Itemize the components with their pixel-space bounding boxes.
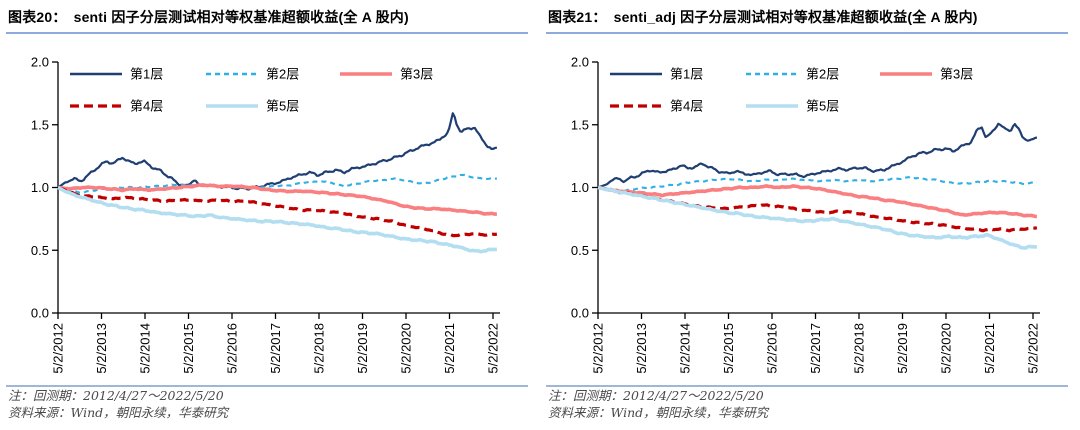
x-tick-label: 5/2/2012: [591, 323, 606, 374]
x-tick-label: 5/2/2017: [808, 323, 823, 374]
x-tick-label: 5/2/2015: [181, 323, 196, 374]
y-tick-label: 1.0: [571, 180, 589, 195]
x-tick-label: 5/2/2012: [51, 323, 66, 374]
y-tick-label: 0.0: [571, 306, 589, 321]
data-source-note: 资料来源：Wind，朝阳永续，华泰研究: [548, 405, 769, 420]
x-tick-label: 5/2/2013: [634, 323, 649, 374]
data-source-note: 资料来源：Wind，朝阳永续，华泰研究: [8, 405, 229, 420]
x-tick-label: 5/2/2019: [895, 323, 910, 374]
y-tick-label: 1.5: [31, 117, 49, 132]
series-line-第5层: [57, 185, 497, 254]
x-tick-label: 5/2/2020: [939, 323, 954, 374]
legend-label: 第1层: [670, 67, 703, 82]
x-tick-label: 5/2/2020: [399, 323, 414, 374]
x-tick-label: 5/2/2022: [1026, 323, 1041, 374]
layered-backtest-chart-senti-adj: 0.0 0.5 1.0 1.5 2.0 5/2/2012 5/2/2013 5/2/2014 5…: [571, 55, 1041, 374]
backtest-period-note: 注：回测期：2012/4/27～2022/5/20: [548, 388, 764, 403]
y-tick-label: 0.0: [31, 306, 49, 321]
x-tick-label: 5/2/2016: [765, 323, 780, 374]
figure-title: 图表20： senti 因子分层测试相对等权基准超额收益(全 A 股内): [6, 5, 528, 34]
series-line-第1层: [57, 112, 498, 191]
x-tick-label: 5/2/2021: [982, 323, 997, 374]
legend-label: 第2层: [266, 67, 299, 82]
legend-label: 第5层: [266, 99, 299, 114]
legend-label: 第4层: [670, 99, 703, 114]
report-figures-row: 图表20： senti 因子分层测试相对等权基准超额收益(全 A 股内) 0.0 0…: [0, 0, 1080, 421]
y-tick-label: 1.0: [31, 180, 49, 195]
y-tick-label: 2.0: [571, 55, 589, 70]
x-tick-label: 5/2/2014: [678, 323, 693, 374]
x-tick-label: 5/2/2017: [268, 323, 283, 374]
legend-label: 第4层: [130, 99, 163, 114]
note-divider: [6, 385, 528, 387]
series-line-第1层: [597, 122, 1038, 189]
series-line-第3层: [57, 183, 498, 216]
figure-title-text: senti 因子分层测试相对等权基准超额收益(全 A 股内): [73, 9, 409, 25]
legend-label: 第5层: [806, 99, 839, 114]
x-tick-label: 5/2/2015: [721, 323, 736, 374]
x-tick-label: 5/2/2022: [486, 323, 501, 374]
x-tick-label: 5/2/2016: [225, 323, 240, 374]
x-tick-label: 5/2/2013: [94, 323, 109, 374]
x-tick-label: 5/2/2021: [442, 323, 457, 374]
layered-backtest-chart-senti: 0.0 0.5 1.0 1.5 2.0 5/2/2012 5/2/2013 5/2/2014 5…: [31, 55, 501, 374]
x-tick-label: 5/2/2014: [138, 323, 153, 374]
legend-label: 第3层: [400, 67, 433, 82]
figure-number-label: 图表20：: [8, 9, 67, 25]
figure-title: 图表21： senti_adj 因子分层测试相对等权基准超额收益(全 A 股内): [546, 5, 1068, 34]
x-tick-label: 5/2/2018: [312, 323, 327, 374]
legend-label: 第2层: [806, 67, 839, 82]
legend-label: 第1层: [130, 67, 163, 82]
figure-panel-21: 图表21： senti_adj 因子分层测试相对等权基准超额收益(全 A 股内) …: [540, 0, 1080, 421]
y-tick-label: 0.5: [571, 243, 589, 258]
series-line-第2层: [597, 176, 1037, 193]
figure-panel-20: 图表20： senti 因子分层测试相对等权基准超额收益(全 A 股内) 0.0 0…: [0, 0, 540, 421]
figure-title-text: senti_adj 因子分层测试相对等权基准超额收益(全 A 股内): [613, 9, 978, 25]
series-line-第5层: [597, 185, 1037, 250]
x-tick-label: 5/2/2018: [852, 323, 867, 374]
note-divider: [546, 385, 1068, 387]
series-line-第4层: [57, 185, 498, 238]
y-tick-label: 2.0: [31, 55, 49, 70]
figure-number-label: 图表21：: [548, 9, 607, 25]
backtest-period-note: 注：回测期：2012/4/27～2022/5/20: [8, 388, 224, 403]
y-tick-label: 0.5: [31, 243, 49, 258]
legend-label: 第3层: [940, 67, 973, 82]
x-tick-label: 5/2/2019: [355, 323, 370, 374]
y-tick-label: 1.5: [571, 117, 589, 132]
series-line-第3层: [597, 184, 1037, 219]
